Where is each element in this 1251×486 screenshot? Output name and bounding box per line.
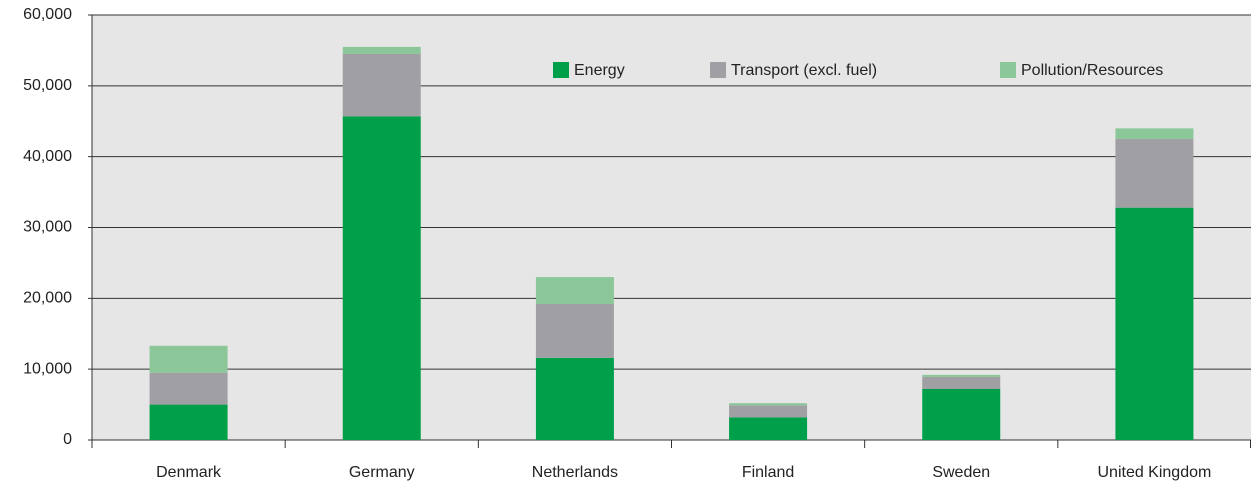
bar-segment bbox=[922, 374, 1001, 377]
y-tick-label: 30,000 bbox=[23, 219, 72, 236]
bar-segment bbox=[149, 345, 228, 373]
y-tick-label: 60,000 bbox=[23, 6, 72, 23]
bar-segment bbox=[149, 372, 228, 405]
x-tick-label: Netherlands bbox=[532, 464, 618, 481]
bar-segment bbox=[1115, 207, 1194, 440]
legend-swatch bbox=[553, 62, 569, 78]
x-tick-label: Germany bbox=[349, 464, 415, 481]
bar-segment bbox=[342, 116, 421, 441]
legend-label: Pollution/Resources bbox=[1021, 62, 1163, 79]
y-tick-label: 20,000 bbox=[23, 290, 72, 307]
bar-segment bbox=[535, 277, 614, 304]
y-tick-label: 10,000 bbox=[23, 360, 72, 377]
y-tick-label: 0 bbox=[63, 431, 72, 448]
bar-segment bbox=[342, 46, 421, 54]
legend-swatch bbox=[1000, 62, 1016, 78]
bar-segment bbox=[535, 304, 614, 358]
bar-segment bbox=[729, 403, 808, 406]
bar-segment bbox=[729, 417, 808, 440]
legend-label: Energy bbox=[574, 62, 625, 79]
bar-segment bbox=[729, 405, 808, 418]
x-tick-label: United Kingdom bbox=[1097, 464, 1211, 481]
x-tick-label: Finland bbox=[742, 464, 794, 481]
bar-segment bbox=[149, 404, 228, 440]
bar-segment bbox=[1115, 138, 1194, 208]
legend-swatch bbox=[710, 62, 726, 78]
y-tick-label: 50,000 bbox=[23, 77, 72, 94]
bar-segment bbox=[535, 357, 614, 440]
bar-segment bbox=[342, 53, 421, 117]
x-tick-label: Denmark bbox=[156, 464, 222, 481]
bar-segment bbox=[1115, 128, 1194, 139]
x-tick-label: Sweden bbox=[932, 464, 990, 481]
legend-label: Transport (excl. fuel) bbox=[731, 62, 877, 79]
bar-segment bbox=[922, 389, 1001, 440]
y-tick-label: 40,000 bbox=[23, 148, 72, 165]
bar-segment bbox=[922, 376, 1001, 389]
